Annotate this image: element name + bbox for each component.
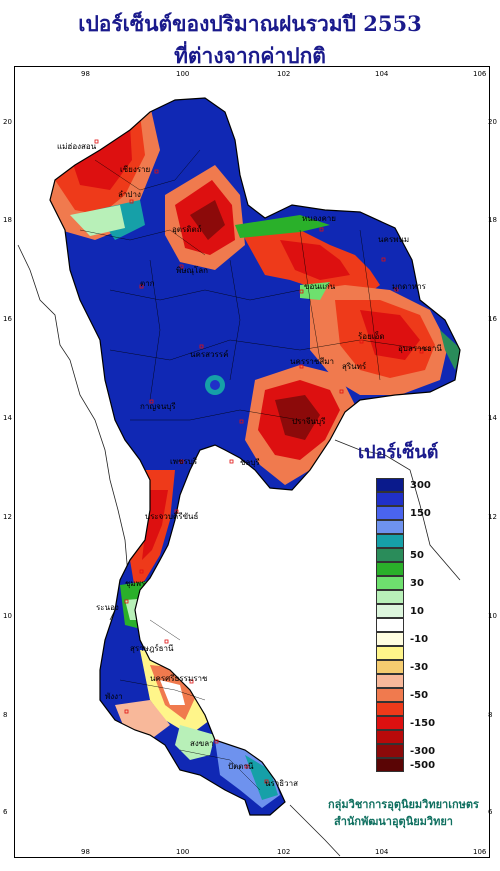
legend-swatch — [376, 520, 404, 534]
province-label: นราธิวาส — [265, 779, 299, 788]
province-label: พังงา — [105, 692, 123, 701]
credit-line2: สำนักพัฒนาอุตุนิยมวิทยา — [334, 815, 453, 828]
lat-label-right-14: 14 — [488, 414, 497, 422]
lat-label-left-12: 12 — [3, 513, 12, 521]
lat-label-left-14: 14 — [3, 414, 12, 422]
legend-swatch — [376, 618, 404, 632]
lon-label-bottom-98: 98 — [81, 848, 90, 856]
province-label: มุกดาหาร — [392, 282, 426, 291]
lon-label-top-106: 106 — [473, 70, 487, 78]
legend-swatch — [376, 590, 404, 604]
neighbour-borders — [17, 244, 461, 857]
legend-swatch — [376, 562, 404, 576]
legend-swatch — [376, 548, 404, 562]
province-label: นครศรีธรรมราช — [150, 674, 208, 683]
province-label: สุรินทร์ — [342, 362, 367, 371]
legend-label: -30 — [410, 662, 429, 673]
legend-label: -500 — [410, 760, 436, 771]
legend-swatch — [376, 702, 404, 716]
map-title-line1: เปอร์เซ็นต์ของปริมาณฝนรวมปี 2553 — [78, 11, 422, 36]
station-markers — [94, 139, 424, 784]
lat-label-left-18: 18 — [3, 216, 12, 224]
lat-label-right-18: 18 — [488, 216, 497, 224]
province-label: นครสวรรค์ — [190, 350, 229, 359]
lon-label-top-102: 102 — [277, 70, 291, 78]
province-label: ร้อยเอ็ด — [358, 332, 385, 341]
lon-label-bottom-102: 102 — [277, 848, 291, 856]
legend-label: 50 — [410, 550, 424, 561]
province-label: แม่ฮ่องสอน — [57, 142, 97, 151]
province-label: ขอนแก่น — [304, 282, 336, 291]
legend-swatch — [376, 534, 404, 548]
lon-label-top-100: 100 — [176, 70, 190, 78]
province-label: ตาก — [140, 279, 155, 288]
legend-swatch — [376, 730, 404, 744]
province-label: ชลบุรี — [240, 458, 260, 467]
legend-swatch — [376, 660, 404, 674]
province-label: ลำปาง — [118, 190, 141, 199]
legend-swatch — [376, 646, 404, 660]
lon-label-bottom-106: 106 — [473, 848, 487, 856]
lat-label-left-20: 20 — [3, 118, 12, 126]
legend-swatch — [376, 758, 404, 772]
lon-label-top-104: 104 — [375, 70, 389, 78]
legend-swatch — [376, 688, 404, 702]
legend-label: 30 — [410, 578, 424, 589]
province-borders — [79, 149, 431, 791]
legend-label: 150 — [410, 508, 431, 519]
lat-label-left-16: 16 — [3, 315, 12, 323]
lon-label-top-98: 98 — [81, 70, 90, 78]
legend-label: 300 — [410, 480, 431, 491]
legend-label: -150 — [410, 718, 436, 729]
province-label: อุตรดิตถ์ — [172, 225, 202, 234]
legend-swatch — [376, 632, 404, 646]
lat-label-left-10: 10 — [3, 612, 12, 620]
province-label: พิษณุโลก — [176, 266, 209, 275]
lat-label-right-8: 8 — [488, 711, 493, 719]
legend-swatch — [376, 716, 404, 730]
province-label: หนองคาย — [302, 214, 336, 223]
lat-label-right-10: 10 — [488, 612, 497, 620]
legend-label: -10 — [410, 634, 429, 645]
province-label: ชุมพร — [125, 579, 146, 588]
legend-swatch — [376, 576, 404, 590]
province-label: ปราจีนบุรี — [292, 417, 326, 426]
legend-label: -300 — [410, 746, 436, 757]
lat-label-right-6: 6 — [488, 808, 493, 816]
legend-swatch — [376, 506, 404, 520]
province-label: ระนอง — [96, 603, 119, 612]
province-label: เพชรบุรี — [170, 457, 198, 466]
province-label: ปัตตานี — [228, 762, 254, 771]
lon-label-bottom-100: 100 — [176, 848, 190, 856]
province-label: สงขลา — [190, 739, 214, 748]
lat-label-right-20: 20 — [488, 118, 497, 126]
lat-label-right-12: 12 — [488, 513, 497, 521]
legend-label: 10 — [410, 606, 424, 617]
legend-title: เปอร์เซ็นต์ — [358, 442, 439, 463]
lon-label-bottom-104: 104 — [375, 848, 389, 856]
legend-swatch — [376, 744, 404, 758]
legend-swatch — [376, 478, 404, 492]
province-label: ประจวบคีรีขันธ์ — [145, 512, 199, 521]
province-label: นครพนม — [378, 235, 410, 244]
legend-swatch — [376, 604, 404, 618]
province-label: สุราษฎร์ธานี — [130, 644, 174, 653]
province-label: อุบลราชธานี — [398, 344, 442, 353]
lat-label-right-16: 16 — [488, 315, 497, 323]
province-label: นครราชสีมา — [290, 357, 334, 366]
legend-swatch — [376, 674, 404, 688]
province-label: กาญจนบุรี — [140, 402, 176, 411]
lat-label-left-8: 8 — [3, 711, 8, 719]
lat-label-left-6: 6 — [3, 808, 8, 816]
province-label: เชียงราย — [120, 165, 151, 174]
map-title-line2: ที่ต่างจากค่าปกติ — [174, 43, 326, 68]
legend-swatch — [376, 492, 404, 506]
legend-label: -50 — [410, 690, 429, 701]
credit-line1: กลุ่มวิชาการอุตุนิยมวิทยาเกษตร — [328, 798, 479, 811]
